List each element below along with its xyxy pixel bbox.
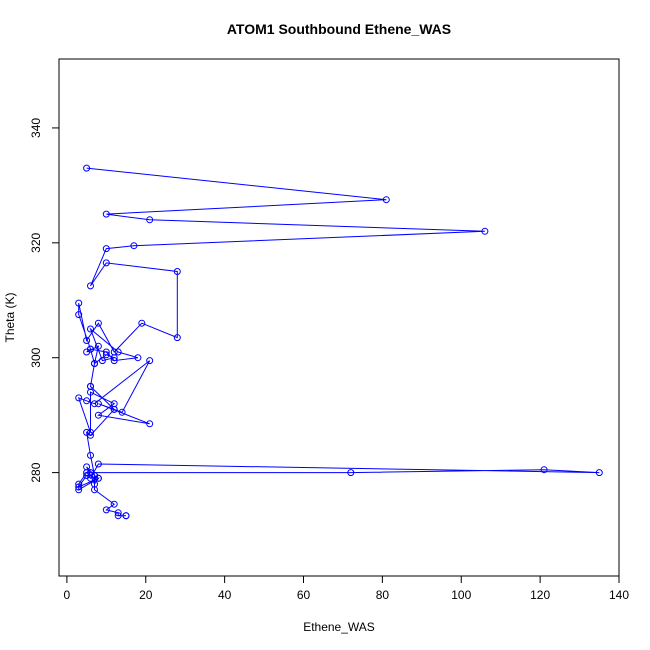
data-point — [91, 486, 98, 494]
data-point — [87, 325, 94, 333]
series-line — [77, 167, 600, 517]
data-point — [146, 357, 154, 365]
data-point — [118, 408, 126, 416]
data-point — [110, 500, 118, 508]
y-tick-label: 340 — [29, 118, 43, 138]
data-point — [114, 512, 122, 520]
plot-frame — [58, 58, 620, 577]
data-point — [110, 357, 118, 365]
data-point — [173, 268, 181, 275]
data-point — [87, 428, 94, 436]
data-point — [134, 354, 142, 362]
data-point — [102, 351, 110, 359]
data-point — [83, 469, 91, 477]
data-point — [98, 357, 106, 365]
data-point — [102, 259, 110, 267]
data-point — [91, 400, 98, 408]
y-axis: 280 300 320 340 — [29, 118, 60, 483]
y-tick-label: 280 — [29, 462, 43, 482]
data-point — [130, 242, 138, 250]
data-point — [75, 486, 83, 494]
x-tick-label: 0 — [64, 588, 71, 602]
data-point — [114, 509, 122, 517]
data-point — [382, 196, 390, 204]
data-point — [83, 337, 91, 344]
x-tick-label: 100 — [451, 588, 471, 602]
data-point — [146, 420, 154, 428]
data-point — [75, 299, 83, 307]
data-point — [102, 210, 110, 218]
data-point — [146, 216, 154, 224]
data-point — [102, 506, 110, 514]
data-point — [94, 400, 102, 408]
data-point — [75, 483, 83, 491]
data-point — [114, 348, 122, 356]
data-point — [83, 428, 91, 436]
data-point — [94, 460, 102, 468]
data-point — [87, 282, 94, 290]
data-point — [138, 319, 146, 327]
data-point — [94, 411, 102, 419]
data-point — [595, 469, 603, 477]
data-point — [94, 319, 102, 327]
data-point — [83, 397, 91, 405]
data-point — [540, 466, 548, 474]
y-axis-label: Theta (K) — [3, 292, 17, 342]
data-point — [83, 348, 91, 356]
data-point — [122, 512, 130, 520]
series-points — [75, 164, 603, 520]
x-tick-label: 60 — [297, 588, 311, 602]
data-point — [173, 334, 181, 342]
x-tick-label: 140 — [609, 588, 629, 602]
data-point — [87, 388, 94, 396]
data-point — [110, 354, 118, 362]
data-point — [481, 227, 489, 235]
data-point — [102, 348, 110, 356]
x-axis-label: Ethene_WAS — [303, 620, 375, 634]
data-point — [83, 164, 91, 172]
x-tick-label: 80 — [376, 588, 390, 602]
data-point — [91, 472, 98, 479]
y-tick-label: 320 — [29, 232, 43, 252]
data-point — [94, 342, 102, 350]
x-tick-label: 20 — [139, 588, 153, 602]
x-tick-label: 40 — [218, 588, 232, 602]
data-point — [87, 451, 94, 459]
chart-title: ATOM1 Southbound Ethene_WAS — [227, 21, 451, 37]
data-point — [91, 360, 98, 367]
data-point — [110, 405, 118, 413]
x-tick-label: 120 — [530, 588, 550, 602]
data-point — [347, 469, 355, 477]
x-axis: 0 20 40 60 80 100 120 140 — [64, 575, 629, 602]
y-tick-label: 300 — [29, 347, 43, 367]
data-point — [102, 245, 110, 253]
data-point — [75, 311, 83, 319]
data-point — [75, 394, 83, 402]
